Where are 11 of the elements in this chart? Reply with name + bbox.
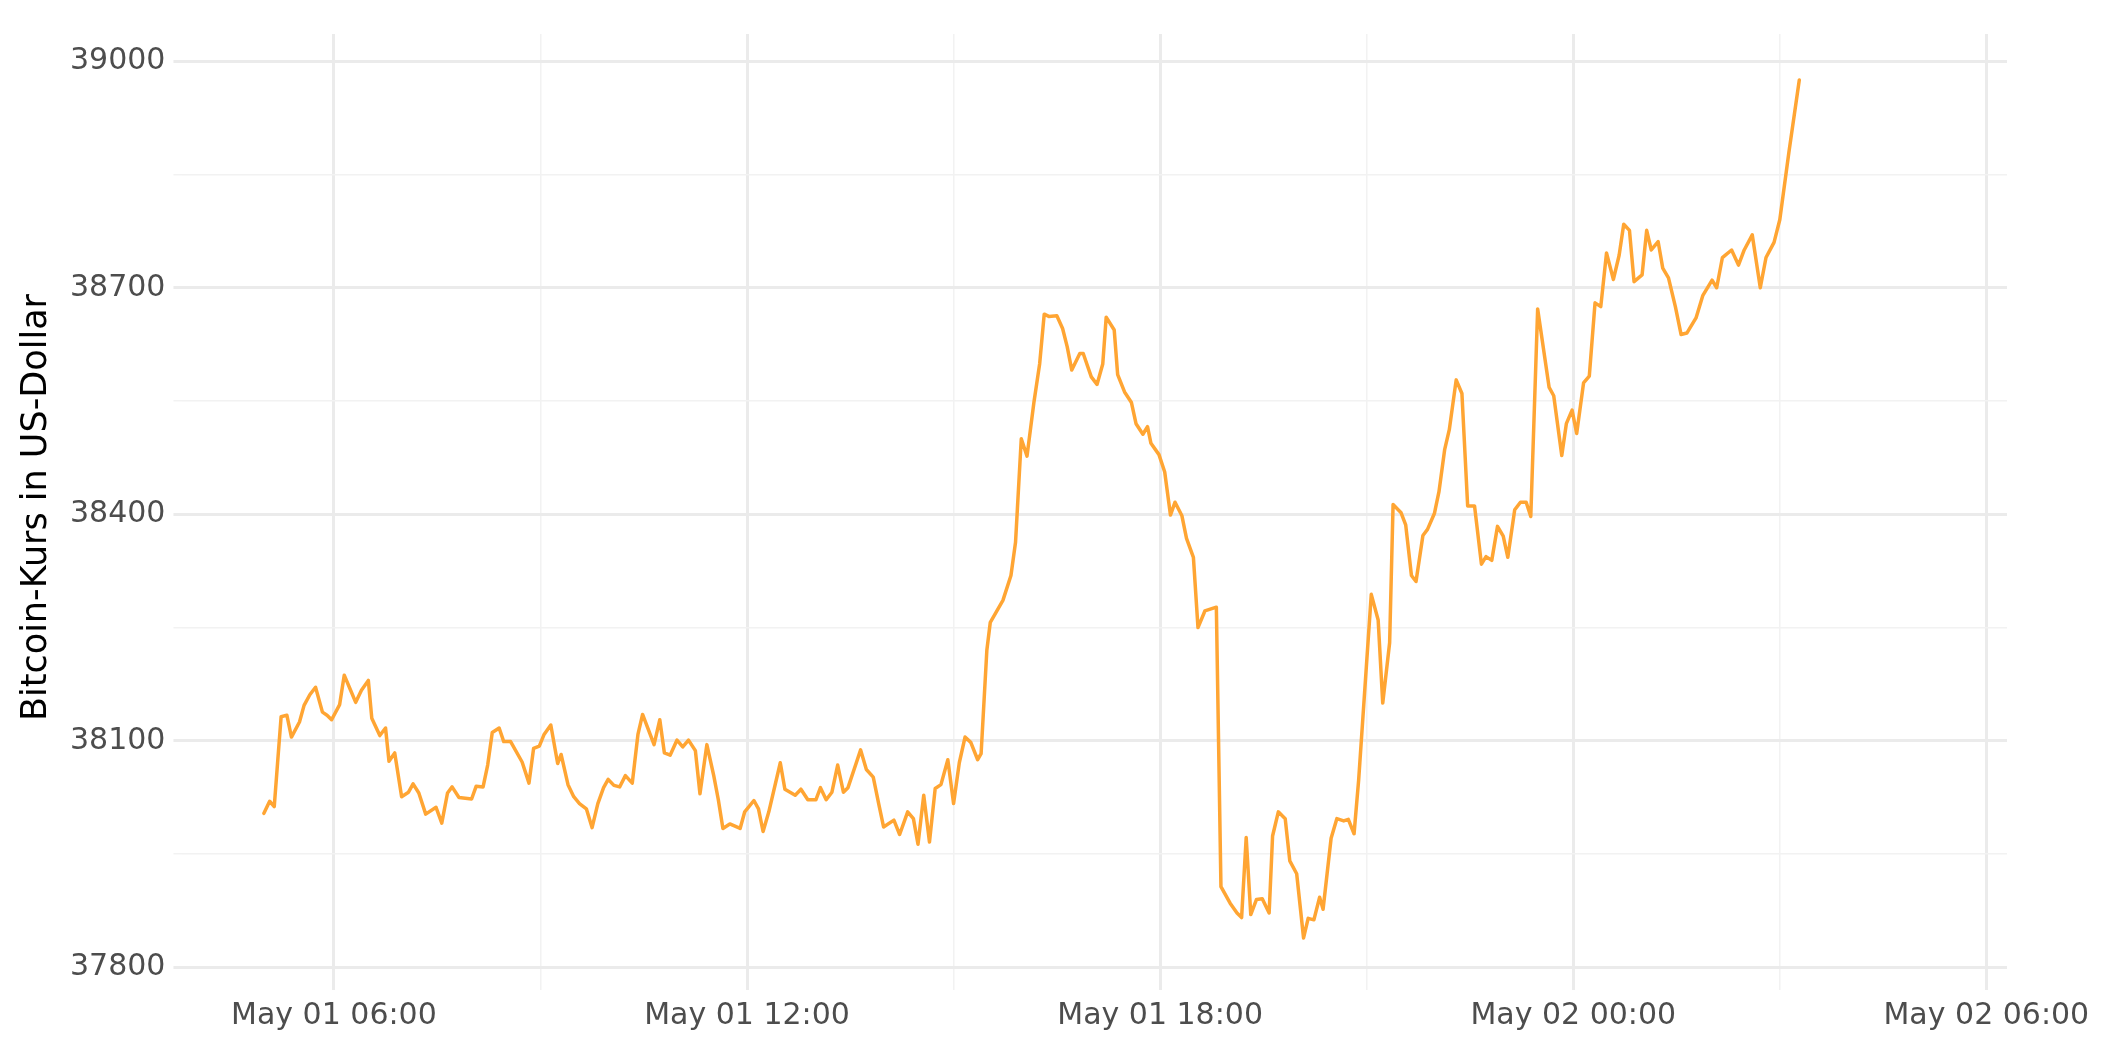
x-tick-label: May 01 12:00: [644, 995, 850, 1031]
y-tick-label: 38700: [70, 267, 166, 303]
x-tick-label: May 02 06:00: [1883, 995, 2090, 1031]
y-tick-label: 37800: [70, 947, 166, 983]
y-tick-label: 38100: [70, 720, 166, 756]
x-tick-label: May 02 00:00: [1470, 995, 1677, 1031]
y-axis-title: Bitcoin-Kurs in US-Dollar: [14, 293, 55, 721]
x-tick-label: May 01 06:00: [231, 995, 437, 1031]
x-tick-label: May 01 18:00: [1057, 995, 1263, 1031]
y-tick-label: 38400: [70, 494, 166, 530]
y-tick-label: 39000: [70, 40, 166, 76]
